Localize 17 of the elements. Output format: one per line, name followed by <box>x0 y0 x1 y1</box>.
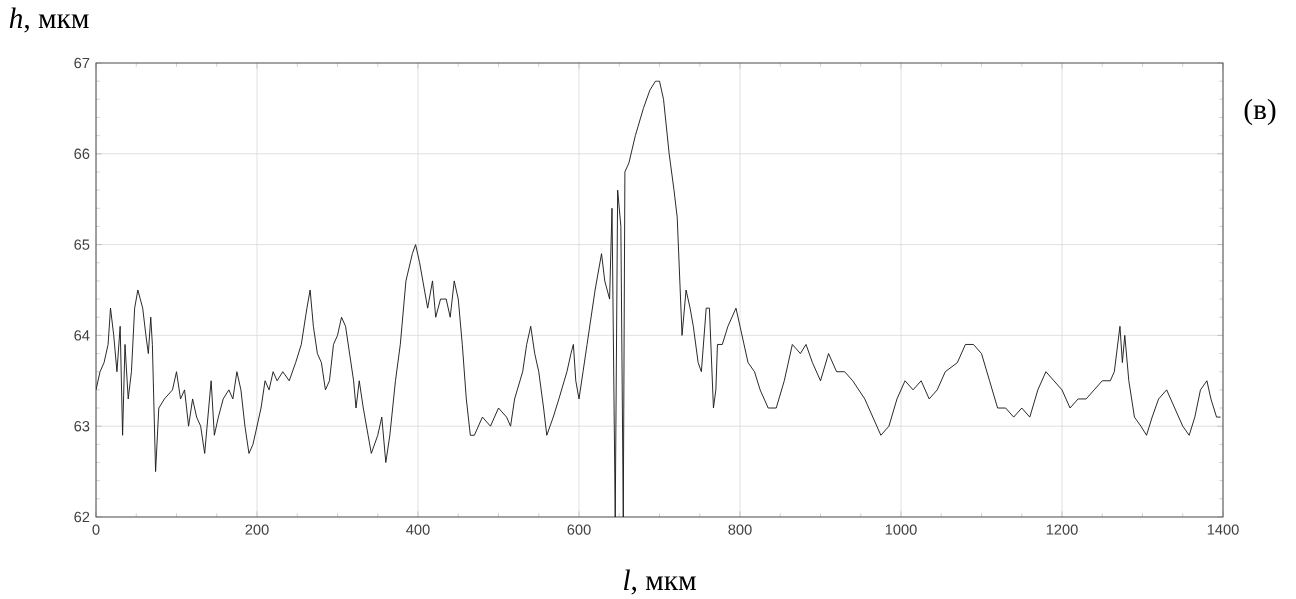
y-tick-label: 65 <box>74 239 90 250</box>
x-tick-label: 400 <box>406 524 430 535</box>
x-tick-label: 0 <box>92 524 100 535</box>
x-axis-title: l, мкм <box>623 569 696 595</box>
x-tick-label: 800 <box>728 524 752 535</box>
x-tick-label: 200 <box>245 524 269 535</box>
x-tick-label: 1400 <box>1207 524 1239 535</box>
x-tick-label: 1200 <box>1046 524 1078 535</box>
x-tick-label: 1000 <box>885 524 917 535</box>
y-tick-label: 63 <box>74 421 90 432</box>
y-tick-label: 66 <box>74 148 90 159</box>
y-tick-label: 67 <box>74 57 90 69</box>
y-tick-label: 62 <box>74 511 90 523</box>
y-tick-label: 64 <box>74 330 90 341</box>
text: (в) <box>1244 98 1276 126</box>
x-tick-label: 600 <box>567 524 591 535</box>
y-axis-title: h, мкм <box>9 7 89 33</box>
